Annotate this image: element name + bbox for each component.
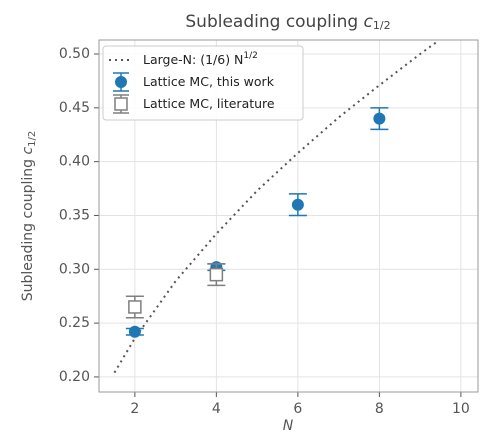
y-tick-label: 0.20 — [59, 369, 90, 385]
y-label-subscript: 1/2 — [27, 131, 38, 147]
legend-marker — [115, 98, 127, 110]
legend-label: Large-N: (1/6) N1/2 — [143, 51, 258, 67]
marker — [210, 269, 222, 281]
legend-marker — [115, 76, 127, 88]
marker — [373, 113, 385, 125]
x-axis-label: N — [283, 418, 294, 434]
legend-superscript: 1/2 — [243, 51, 257, 61]
y-tick-label: 0.30 — [59, 261, 90, 277]
chart: Subleading coupling c1/2 N Subleading co… — [0, 0, 486, 434]
x-tick-label: 2 — [130, 401, 139, 417]
y-label-text: Subleading coupling — [20, 155, 36, 302]
chart-title: Subleading coupling c1/2 — [185, 12, 390, 32]
y-tick-label: 0.25 — [59, 315, 90, 331]
x-tick-label: 8 — [375, 401, 384, 417]
y-tick-label: 0.40 — [59, 154, 90, 170]
marker — [129, 326, 141, 338]
title-subscript: 1/2 — [373, 19, 391, 32]
legend-text: Lattice MC, literature — [143, 96, 275, 111]
legend-text: Lattice MC, this work — [143, 74, 275, 89]
x-tick-label: 10 — [452, 401, 470, 417]
title-text: Subleading coupling — [185, 12, 363, 32]
y-tick-label: 0.35 — [59, 207, 90, 223]
legend-label: Lattice MC, literature — [143, 96, 275, 111]
marker — [129, 301, 141, 313]
y-tick-label: 0.45 — [59, 100, 90, 116]
x-tick-label: 4 — [212, 401, 221, 417]
legend-text: Large-N: (1/6) N — [143, 52, 243, 67]
legend-label: Lattice MC, this work — [143, 74, 275, 89]
x-tick-label: 6 — [293, 401, 302, 417]
y-tick-label: 0.50 — [59, 46, 90, 62]
marker — [292, 199, 304, 211]
y-axis-label: Subleading coupling c1/2 — [20, 131, 38, 302]
